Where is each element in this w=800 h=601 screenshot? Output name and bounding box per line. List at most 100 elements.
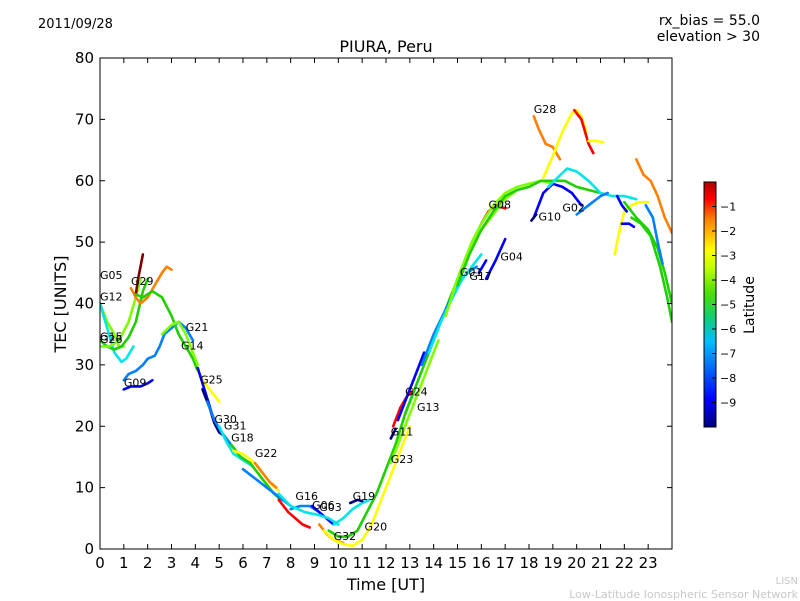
series-line-g19b — [349, 498, 364, 505]
colorbar: −1 −2 −3 −4 −5 −6 −7 −8 −9 Latitude — [703, 181, 758, 428]
series-label-g32: G32 — [334, 530, 357, 543]
x-tick-label: 16 — [472, 554, 491, 572]
series-label-g08: G08 — [488, 198, 511, 211]
footer-lisn: LISN — [775, 576, 798, 587]
y-tick-label: 60 — [75, 172, 94, 190]
series-layer — [100, 108, 672, 548]
series-line-g04b — [477, 259, 488, 275]
series-line-g02b — [575, 191, 609, 216]
x-tick-label: 0 — [95, 554, 105, 572]
y-tick-label: 70 — [75, 110, 94, 128]
series-line-g08d — [456, 179, 602, 287]
series-line-g22c — [253, 461, 278, 489]
date-label: 2011/09/28 — [38, 17, 113, 32]
series-line-g20b — [327, 388, 416, 538]
series-label-g30: G30 — [214, 413, 237, 426]
series-label-g02: G02 — [562, 201, 585, 214]
x-tick-label: 15 — [448, 554, 467, 572]
x-tick-label: 17 — [496, 554, 515, 572]
colorbar-tick-label: −5 — [720, 299, 736, 312]
x-tick-label: 2 — [143, 554, 153, 572]
series-label-g28: G28 — [534, 103, 557, 116]
colorbar-tick-label: −4 — [720, 274, 736, 287]
x-tick-label: 10 — [329, 554, 348, 572]
series-line-g13b — [396, 351, 426, 422]
series-line-g02 — [546, 167, 638, 201]
series-label-g05: G05 — [100, 269, 123, 282]
y-tick-label: 20 — [75, 417, 94, 435]
series-line-g27c — [623, 200, 672, 305]
series-line-g14 — [160, 320, 199, 367]
chart-title: PIURA, Peru — [339, 37, 433, 56]
colorbar-tick-label: −8 — [720, 372, 736, 385]
axes: 0 1 2 3 4 5 6 7 8 9 10 11 12 13 14 15 16 17 18 19 20 21 22 2301… — [75, 49, 672, 572]
colorbar-ticks: −1 −2 −3 −4 −5 −6 −7 −8 −9 — [712, 201, 736, 410]
x-tick-label: 12 — [376, 554, 395, 572]
series-label-g10: G10 — [539, 211, 562, 224]
series-line-g11 — [389, 428, 397, 440]
series-label-g31: G31 — [224, 419, 247, 432]
y-axis-label: TEC [UNITS] — [51, 256, 70, 354]
series-line-g12 — [100, 302, 135, 364]
x-tick-label: 21 — [591, 554, 610, 572]
series-label-g14: G14 — [181, 340, 204, 353]
x-tick-label: 13 — [400, 554, 419, 572]
series-line-g27e — [620, 222, 636, 229]
series-label-g17: G17 — [469, 270, 492, 283]
series-label-g13: G13 — [417, 401, 440, 414]
series-line-g10 — [532, 182, 583, 219]
series-label-g16: G16 — [295, 490, 318, 503]
series-line-g04 — [484, 237, 507, 281]
colorbar-tick-label: −6 — [720, 323, 736, 336]
x-tick-label: 9 — [310, 554, 320, 572]
series-label-g06: G06 — [312, 499, 335, 512]
series-line-g21 — [134, 289, 199, 373]
rx-bias-label: rx_bias = 55.0 — [658, 13, 760, 29]
x-tick-label: 1 — [119, 554, 129, 572]
series-line-g28b — [542, 108, 588, 179]
series-line-g27b — [635, 158, 672, 235]
series-line-g27g — [615, 194, 628, 213]
x-tick-label: 11 — [353, 554, 372, 572]
series-line-g03 — [277, 492, 340, 526]
colorbar-tick-label: −2 — [720, 225, 736, 238]
y-tick-label: 30 — [75, 356, 94, 374]
y-tick-label: 10 — [75, 479, 94, 497]
series-line-g27d — [630, 216, 672, 324]
y-tick-label: 0 — [84, 540, 94, 558]
x-tick-label: 4 — [191, 554, 201, 572]
series-line-g10b — [530, 213, 538, 222]
series-label-g03: G03 — [319, 501, 342, 514]
series-line-g20 — [322, 425, 412, 548]
series-label-g29: G29 — [131, 275, 154, 288]
series-label-g11: G11 — [391, 425, 414, 438]
series-label-g12: G12 — [100, 290, 123, 303]
x-tick-label: 23 — [639, 554, 658, 572]
x-tick-label: 3 — [167, 554, 177, 572]
x-tick-label: 19 — [543, 554, 562, 572]
x-tick-label: 8 — [286, 554, 296, 572]
colorbar-tick-label: −7 — [720, 348, 736, 361]
colorbar-tick-label: −9 — [720, 397, 736, 410]
series-label-g24: G24 — [405, 386, 428, 399]
x-tick-label: 6 — [238, 554, 248, 572]
series-label-g04: G04 — [500, 251, 523, 264]
y-tick-label: 80 — [75, 49, 94, 67]
series-label-g23: G23 — [391, 453, 414, 466]
footer-network: Low-Latitude Ionospheric Sensor Network — [569, 588, 798, 601]
series-label-g22: G22 — [255, 447, 278, 460]
colorbar-tick-label: −3 — [720, 250, 736, 263]
x-tick-label: 7 — [262, 554, 272, 572]
y-tick-label: 40 — [75, 295, 94, 313]
series-line-g28d — [587, 139, 605, 144]
x-tick-label: 20 — [567, 554, 586, 572]
series-label-g20: G20 — [365, 521, 388, 534]
y-tick-label: 50 — [75, 233, 94, 251]
x-tick-label: 22 — [615, 554, 634, 572]
colorbar-tick-label: −1 — [720, 201, 736, 214]
elevation-label: elevation > 30 — [656, 29, 760, 45]
series-line-g17 — [427, 253, 483, 354]
series-label-g01: G01 — [460, 266, 483, 279]
